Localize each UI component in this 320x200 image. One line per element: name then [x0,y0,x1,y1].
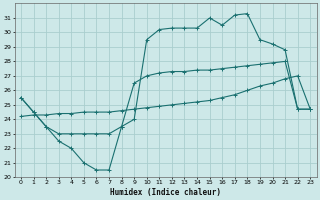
X-axis label: Humidex (Indice chaleur): Humidex (Indice chaleur) [110,188,221,197]
